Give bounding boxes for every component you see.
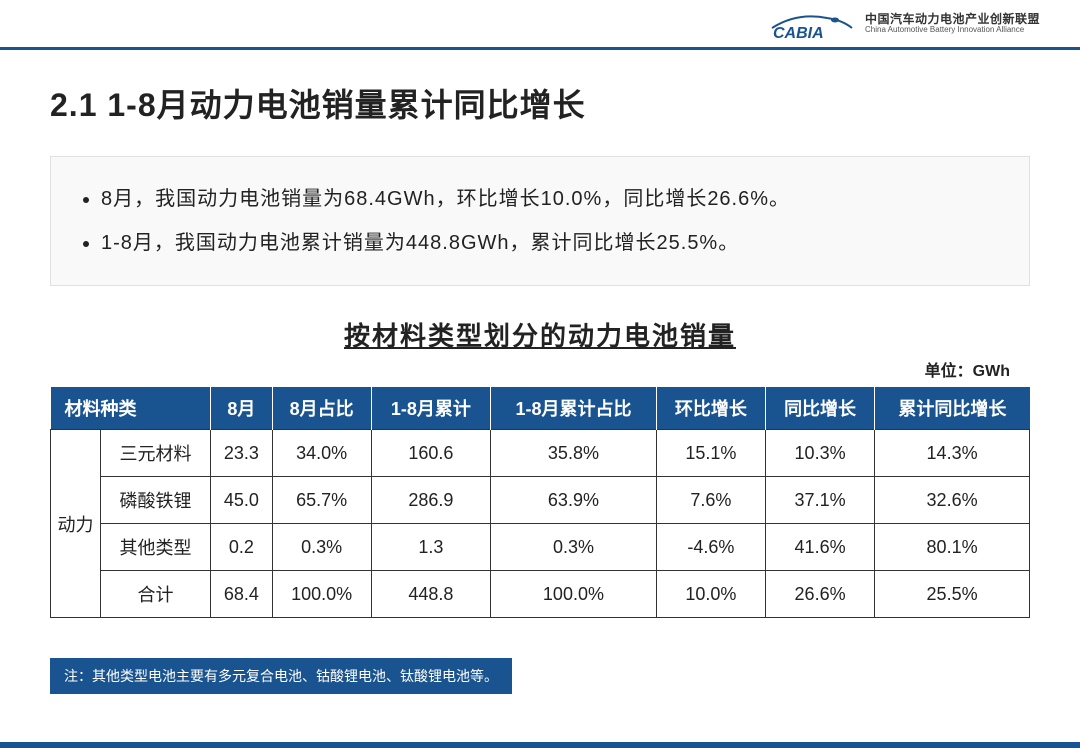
cell-cum-yoy: 14.3% (875, 430, 1030, 477)
logo-area: CABIA 中国汽车动力电池产业创新联盟 China Automotive Ba… (767, 6, 1040, 42)
cell-cum: 448.8 (371, 571, 490, 618)
col-cum-yoy: 累计同比增长 (875, 387, 1030, 430)
cell-cum-pct: 0.3% (491, 524, 657, 571)
row-group-label: 动力 (51, 430, 101, 618)
col-cum-pct: 1-8月累计占比 (491, 387, 657, 430)
cell-type: 其他类型 (101, 524, 211, 571)
cell-cum: 1.3 (371, 524, 490, 571)
cell-cum: 286.9 (371, 477, 490, 524)
cell-type: 合计 (101, 571, 211, 618)
unit-label: 单位：GWh (50, 357, 1030, 381)
cell-mom: 15.1% (656, 430, 765, 477)
summary-box: 8月，我国动力电池销量为68.4GWh，环比增长10.0%，同比增长26.6%。… (50, 156, 1030, 286)
cell-yoy: 41.6% (765, 524, 874, 571)
table-row: 磷酸铁锂 45.0 65.7% 286.9 63.9% 7.6% 37.1% 3… (51, 477, 1030, 524)
table-row: 动力 三元材料 23.3 34.0% 160.6 35.8% 15.1% 10.… (51, 430, 1030, 477)
col-yoy: 同比增长 (765, 387, 874, 430)
cell-aug: 0.2 (211, 524, 273, 571)
footnote: 注：其他类型电池主要有多元复合电池、钴酸锂电池、钛酸锂电池等。 (50, 658, 512, 694)
col-cum: 1-8月累计 (371, 387, 490, 430)
cell-cum-pct: 100.0% (491, 571, 657, 618)
col-aug-pct: 8月占比 (272, 387, 371, 430)
cell-type: 磷酸铁锂 (101, 477, 211, 524)
logo-cn-text: 中国汽车动力电池产业创新联盟 (865, 13, 1040, 26)
cell-mom: 7.6% (656, 477, 765, 524)
section-title: 2.1 1-8月动力电池销量累计同比增长 (50, 80, 1030, 126)
cell-yoy: 26.6% (765, 571, 874, 618)
cell-yoy: 10.3% (765, 430, 874, 477)
sales-table: 材料种类 8月 8月占比 1-8月累计 1-8月累计占比 环比增长 同比增长 累… (50, 387, 1030, 618)
cell-cum-pct: 35.8% (491, 430, 657, 477)
cell-cum-yoy: 32.6% (875, 477, 1030, 524)
cell-cum: 160.6 (371, 430, 490, 477)
cell-mom: 10.0% (656, 571, 765, 618)
cell-type: 三元材料 (101, 430, 211, 477)
col-material: 材料种类 (51, 387, 211, 430)
table-header-row: 材料种类 8月 8月占比 1-8月累计 1-8月累计占比 环比增长 同比增长 累… (51, 387, 1030, 430)
bullet-item: 1-8月，我国动力电池累计销量为448.8GWh，累计同比增长25.5%。 (101, 221, 999, 265)
cell-aug-pct: 65.7% (272, 477, 371, 524)
cell-aug-pct: 34.0% (272, 430, 371, 477)
logo-en-text: China Automotive Battery Innovation Alli… (865, 26, 1040, 35)
cell-aug: 45.0 (211, 477, 273, 524)
logo-text: 中国汽车动力电池产业创新联盟 China Automotive Battery … (865, 13, 1040, 35)
table-row: 合计 68.4 100.0% 448.8 100.0% 10.0% 26.6% … (51, 571, 1030, 618)
cabia-logo-icon: CABIA (767, 6, 857, 42)
cell-aug-pct: 0.3% (272, 524, 371, 571)
cell-aug: 23.3 (211, 430, 273, 477)
col-aug: 8月 (211, 387, 273, 430)
cell-mom: -4.6% (656, 524, 765, 571)
bottom-border (0, 742, 1080, 748)
cell-aug: 68.4 (211, 571, 273, 618)
cell-cum-pct: 63.9% (491, 477, 657, 524)
table-title: 按材料类型划分的动力电池销量 (50, 316, 1030, 353)
page-header: CABIA 中国汽车动力电池产业创新联盟 China Automotive Ba… (0, 0, 1080, 50)
cell-aug-pct: 100.0% (272, 571, 371, 618)
content-area: 2.1 1-8月动力电池销量累计同比增长 8月，我国动力电池销量为68.4GWh… (0, 50, 1080, 694)
svg-text:CABIA: CABIA (773, 25, 824, 42)
cell-yoy: 37.1% (765, 477, 874, 524)
table-row: 其他类型 0.2 0.3% 1.3 0.3% -4.6% 41.6% 80.1% (51, 524, 1030, 571)
cell-cum-yoy: 25.5% (875, 571, 1030, 618)
cell-cum-yoy: 80.1% (875, 524, 1030, 571)
col-mom: 环比增长 (656, 387, 765, 430)
bullet-item: 8月，我国动力电池销量为68.4GWh，环比增长10.0%，同比增长26.6%。 (101, 177, 999, 221)
